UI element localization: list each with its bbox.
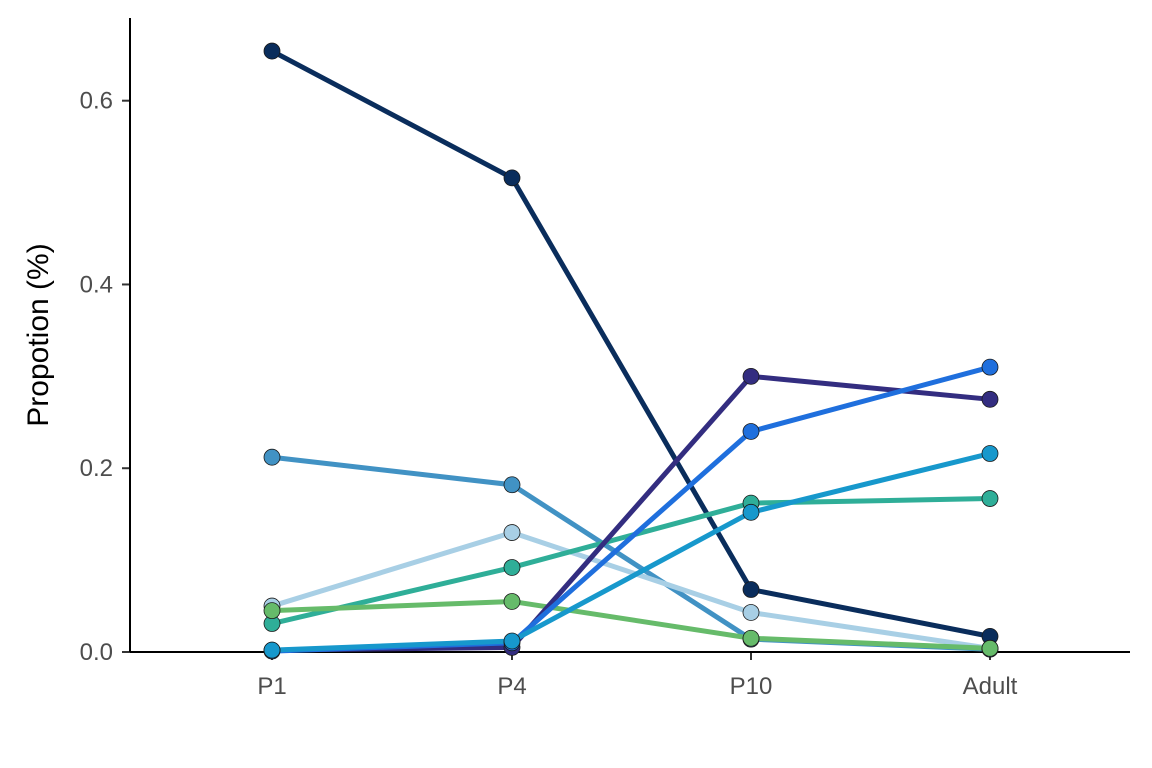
- series-lines: [269, 48, 993, 654]
- data-point-series-3: [503, 524, 521, 541]
- data-point-series-8: [742, 503, 760, 521]
- data-point-series-6: [981, 390, 999, 408]
- series-points: [263, 42, 999, 660]
- data-point-series-1: [503, 169, 521, 187]
- data-point-series-8: [981, 445, 999, 462]
- data-point-series-4: [981, 490, 999, 507]
- x-axis-ticks: P1 P4 P10 Adult: [257, 652, 1018, 700]
- data-point-series-2: [263, 448, 281, 466]
- data-point-series-6: [742, 367, 760, 385]
- series-line-6: [269, 373, 993, 653]
- x-tick-label: P1: [257, 673, 286, 700]
- data-point-series-1: [263, 42, 281, 60]
- data-point-series-2: [503, 476, 521, 494]
- y-axis-title: Propotion (%): [22, 243, 55, 426]
- x-tick-label: Adult: [963, 673, 1018, 700]
- series-line-3: [269, 530, 993, 651]
- data-point-series-8: [263, 641, 281, 659]
- y-tick-label: 0.0: [80, 639, 113, 666]
- data-point-series-1: [742, 581, 760, 598]
- y-tick-label: 0.4: [80, 271, 113, 298]
- data-point-series-5: [742, 629, 760, 647]
- x-tick-label: P4: [497, 673, 526, 700]
- series-line-5: [269, 598, 993, 651]
- data-point-series-4: [503, 559, 521, 576]
- data-point-series-5: [981, 639, 999, 657]
- data-point-series-7: [742, 423, 760, 440]
- data-point-series-8: [503, 632, 521, 650]
- data-point-series-3: [742, 604, 760, 621]
- x-tick-label: P10: [730, 673, 773, 700]
- data-point-series-5: [263, 602, 281, 620]
- y-tick-label: 0.2: [80, 455, 113, 482]
- series-line-8: [269, 451, 993, 653]
- data-point-series-5: [503, 593, 521, 610]
- series-line-1: [269, 48, 993, 639]
- data-point-series-7: [981, 358, 999, 376]
- y-tick-label: 0.6: [80, 88, 113, 115]
- y-axis-ticks: 0.0 0.2 0.4 0.6: [80, 88, 130, 666]
